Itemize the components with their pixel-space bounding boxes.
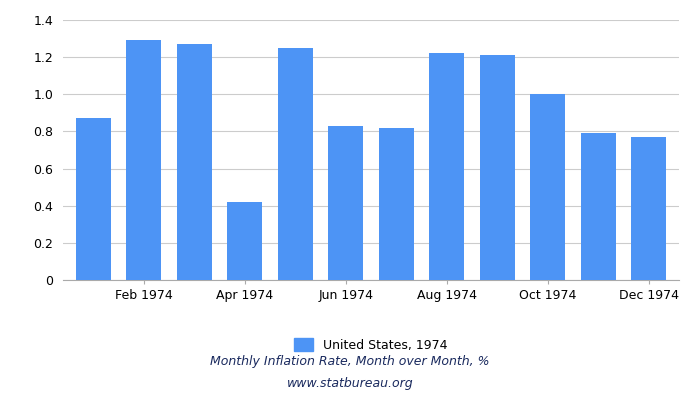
Text: Monthly Inflation Rate, Month over Month, %: Monthly Inflation Rate, Month over Month… xyxy=(210,356,490,368)
Bar xyxy=(176,44,212,280)
Bar xyxy=(429,54,464,280)
Bar xyxy=(126,40,162,280)
Bar xyxy=(480,55,515,280)
Bar xyxy=(328,126,363,280)
Bar xyxy=(580,133,616,280)
Bar xyxy=(278,48,313,280)
Legend: United States, 1974: United States, 1974 xyxy=(289,333,453,357)
Bar xyxy=(227,202,262,280)
Text: www.statbureau.org: www.statbureau.org xyxy=(287,378,413,390)
Bar xyxy=(530,94,566,280)
Bar xyxy=(76,118,111,280)
Bar xyxy=(379,128,414,280)
Bar xyxy=(631,137,666,280)
